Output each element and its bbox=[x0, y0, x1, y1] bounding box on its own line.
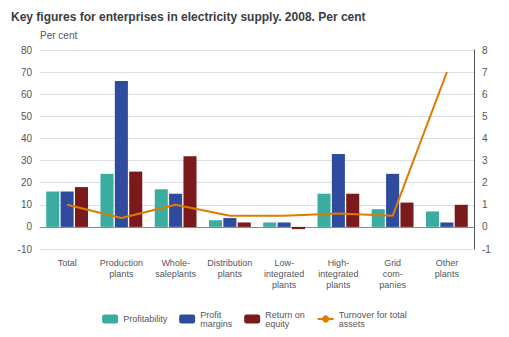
svg-text:7: 7 bbox=[482, 67, 488, 78]
svg-text:3: 3 bbox=[482, 155, 488, 166]
svg-text:assets: assets bbox=[339, 319, 366, 329]
svg-text:panies: panies bbox=[379, 280, 406, 290]
svg-text:Key figures for enterprises in: Key figures for enterprises in electrici… bbox=[11, 10, 366, 24]
svg-text:0: 0 bbox=[26, 221, 32, 232]
svg-text:-10: -10 bbox=[18, 244, 33, 255]
svg-text:equity: equity bbox=[265, 319, 290, 329]
svg-text:plants: plants bbox=[272, 280, 297, 290]
svg-text:Production: Production bbox=[100, 258, 143, 268]
svg-text:plants: plants bbox=[435, 269, 460, 279]
svg-text:Per cent: Per cent bbox=[40, 30, 77, 41]
svg-text:margins: margins bbox=[200, 319, 233, 329]
svg-text:Grid: Grid bbox=[384, 258, 401, 268]
svg-text:Profitability: Profitability bbox=[123, 314, 168, 324]
svg-text:Whole-: Whole- bbox=[161, 258, 190, 268]
svg-text:4: 4 bbox=[482, 133, 488, 144]
svg-text:5: 5 bbox=[482, 111, 488, 122]
svg-text:plants: plants bbox=[326, 280, 351, 290]
svg-text:1: 1 bbox=[482, 199, 488, 210]
svg-text:saleplants: saleplants bbox=[155, 269, 196, 279]
svg-text:2: 2 bbox=[482, 177, 488, 188]
svg-text:Turnover for total: Turnover for total bbox=[338, 309, 407, 320]
svg-text:Total: Total bbox=[58, 258, 77, 268]
svg-text:Profit: Profit bbox=[200, 309, 222, 320]
svg-text:Return on: Return on bbox=[265, 309, 305, 320]
svg-text:70: 70 bbox=[21, 67, 33, 78]
svg-text:plants: plants bbox=[218, 269, 243, 279]
svg-text:60: 60 bbox=[21, 89, 33, 100]
svg-text:integrated: integrated bbox=[264, 269, 304, 279]
svg-text:Low-: Low- bbox=[274, 258, 294, 268]
svg-text:integrated: integrated bbox=[318, 269, 358, 279]
svg-text:0: 0 bbox=[482, 221, 488, 232]
svg-text:com-: com- bbox=[383, 269, 403, 279]
svg-text:80: 80 bbox=[21, 45, 33, 56]
svg-text:6: 6 bbox=[482, 89, 488, 100]
svg-text:50: 50 bbox=[21, 111, 33, 122]
svg-text:plants: plants bbox=[109, 269, 134, 279]
svg-text:-1: -1 bbox=[482, 244, 491, 255]
svg-text:Distribution: Distribution bbox=[207, 258, 252, 268]
svg-text:8: 8 bbox=[482, 45, 488, 56]
svg-text:30: 30 bbox=[21, 155, 33, 166]
svg-text:10: 10 bbox=[21, 199, 33, 210]
svg-text:40: 40 bbox=[21, 133, 33, 144]
svg-text:20: 20 bbox=[21, 177, 33, 188]
svg-text:High-: High- bbox=[328, 258, 350, 268]
svg-text:Other: Other bbox=[436, 258, 459, 268]
